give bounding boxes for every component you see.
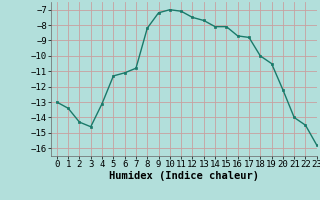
X-axis label: Humidex (Indice chaleur): Humidex (Indice chaleur) (109, 171, 259, 181)
